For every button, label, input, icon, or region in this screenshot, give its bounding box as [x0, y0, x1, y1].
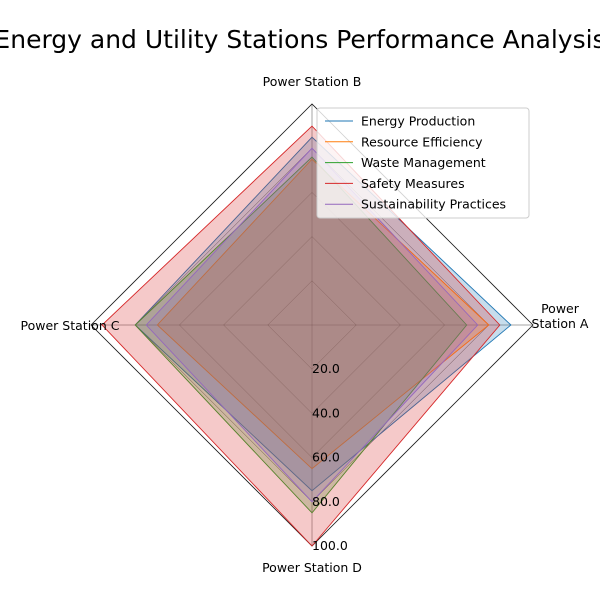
rtick-label-5: 100.0	[312, 538, 348, 553]
radial-tick-labels: 20.0 40.0 60.0 80.0 100.0	[312, 361, 348, 553]
rtick-label-3: 60.0	[312, 450, 340, 465]
legend-label-4: Safety Measures	[361, 176, 465, 191]
axis-label-3: Power Station C	[21, 318, 120, 333]
series-layer	[101, 125, 512, 547]
legend-label-3: Waste Management	[361, 155, 486, 170]
legend-box	[316, 107, 530, 219]
rtick-label-1: 20.0	[312, 361, 340, 376]
chart-title: Energy and Utility Stations Performance …	[0, 25, 600, 54]
rtick-label-2: 40.0	[312, 405, 340, 420]
axis-label-1: Power Station A	[532, 301, 589, 331]
legend: Energy Production Resource Efficiency Wast…	[316, 107, 530, 219]
legend-label-5: Sustainability Practices	[361, 197, 506, 212]
series-fill-3	[135, 157, 467, 513]
axis-label-2: Power Station B	[263, 74, 362, 89]
axis-labels: Power Station A Power Station B Power Stati…	[21, 74, 589, 575]
legend-label-1: Energy Production	[361, 114, 475, 129]
legend-label-2: Resource Efficiency	[361, 134, 483, 149]
rtick-label-4: 80.0	[312, 494, 340, 509]
axis-label-4: Power Station D	[262, 560, 362, 575]
